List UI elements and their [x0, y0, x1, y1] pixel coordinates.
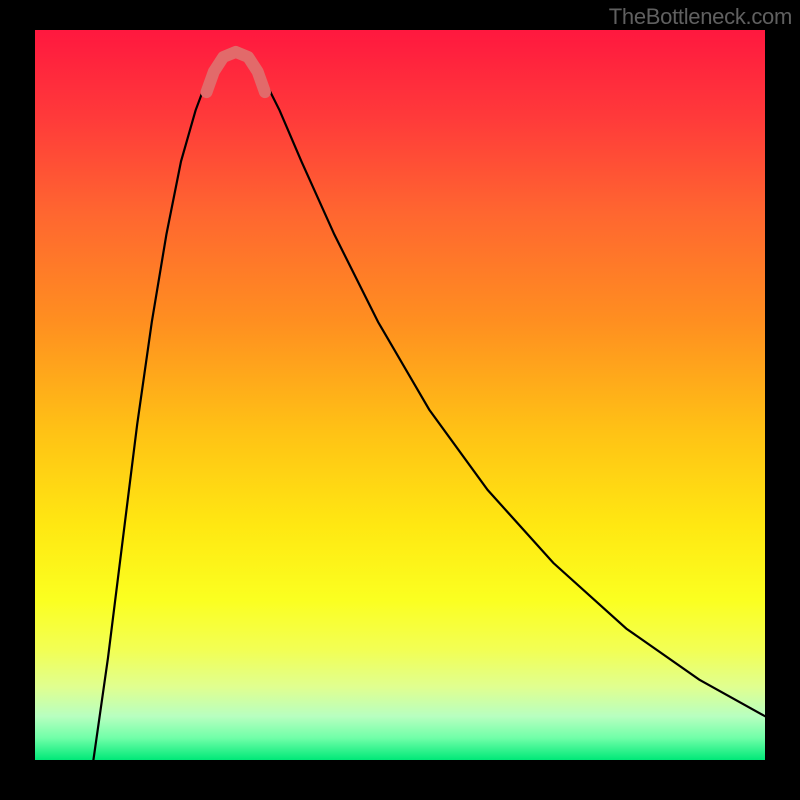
- bottleneck-chart: [35, 30, 765, 760]
- plot-area: [35, 30, 765, 760]
- chart-container: TheBottleneck.com: [0, 0, 800, 800]
- watermark-text: TheBottleneck.com: [609, 4, 792, 30]
- gradient-background: [35, 30, 765, 760]
